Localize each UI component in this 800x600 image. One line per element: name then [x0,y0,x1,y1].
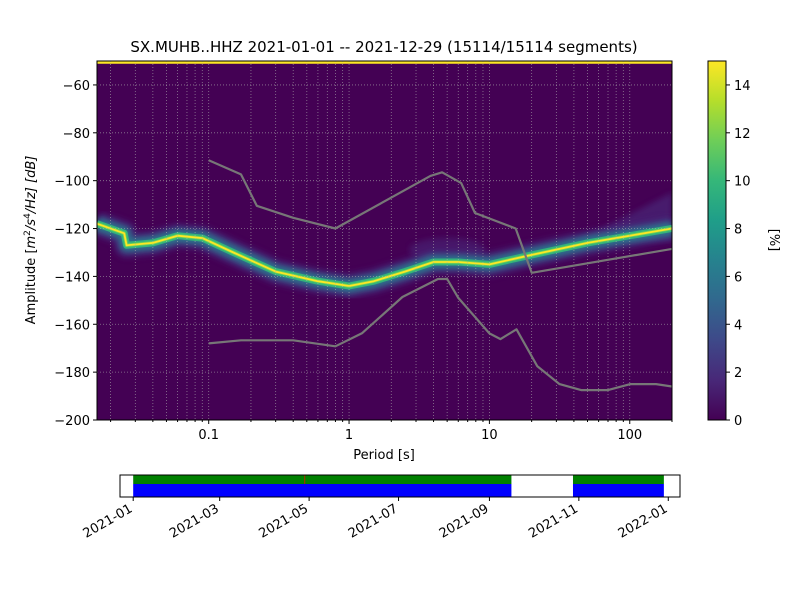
coverage-bars [133,475,664,497]
y-tick-label: −120 [54,223,90,238]
timeline-tick-label: 2021-05 [257,501,312,541]
plot-frame [96,60,673,421]
coverage-top [133,475,512,484]
x-tick-label: 1 [345,428,353,443]
y-tick-label: −80 [63,127,90,142]
colorbar-tick-label: 4 [734,318,742,333]
data-coverage-timeline: 2021-01 2021-03 2021-05 2021-07 2021-09 2021-… [81,474,681,542]
y-tick-label: −100 [54,175,90,190]
ppsd-plot: 0.1 1 10 100 −60 −80 −100 −120 −140 −160 −180 −200… [23,60,673,463]
timeline-tick-label: 2022-01 [616,501,671,541]
colorbar-tick-label: 8 [734,223,742,238]
colorbar-tick-label: 10 [734,175,751,190]
colorbar-tick-label: 0 [734,414,742,429]
y-tick-label: −180 [54,366,90,381]
colorbar-tick-label: 14 [734,79,751,94]
colorbar-tick-label: 2 [734,366,742,381]
y-tick-label: −60 [63,79,90,94]
y-tick-label: −140 [54,270,90,285]
colorbar-tick-label: 12 [734,127,751,142]
x-axis: 0.1 1 10 100 [110,420,673,443]
y-tick-label: −200 [54,414,90,429]
timeline-tick-label: 2021-07 [346,501,401,541]
y-axis: −60 −80 −100 −120 −140 −160 −180 −200 [54,79,97,429]
timeline-tick-label: 2021-09 [437,501,492,541]
x-tick-label: 100 [617,428,642,443]
timeline-tick-label: 2021-03 [167,501,222,541]
noise-model-nhnm [208,159,672,274]
y-axis-label: Amplitude [m2/s4/Hz] [dB] [23,156,39,325]
coverage-bottom [572,484,664,497]
chart-title: SX.MUHB..HHZ 2021-01-01 -- 2021-12-29 (1… [130,38,637,56]
colorbar: 0 2 4 6 8 10 12 14 [%] [707,60,781,429]
x-axis-label: Period [s] [353,448,415,463]
colorbar-ticks: 0 2 4 6 8 10 12 14 [726,79,751,429]
y-tick-label: −160 [54,318,90,333]
colorbar-tick-label: 6 [734,270,742,285]
coverage-bottom [133,484,512,497]
x-tick-label: 0.1 [198,428,219,443]
colorbar-gradient [707,60,727,421]
noise-model-nlnm [208,277,672,392]
timeline-tick-label: 2021-11 [526,501,581,541]
timeline-frame [119,474,681,498]
timeline-axis: 2021-01 2021-03 2021-05 2021-07 2021-09 2021-… [81,497,671,542]
x-tick-label: 10 [481,428,498,443]
coverage-top [572,475,664,484]
colorbar-label: [%] [766,229,781,252]
noise-model-lines [208,159,672,392]
timeline-tick-label: 2021-01 [81,501,136,541]
